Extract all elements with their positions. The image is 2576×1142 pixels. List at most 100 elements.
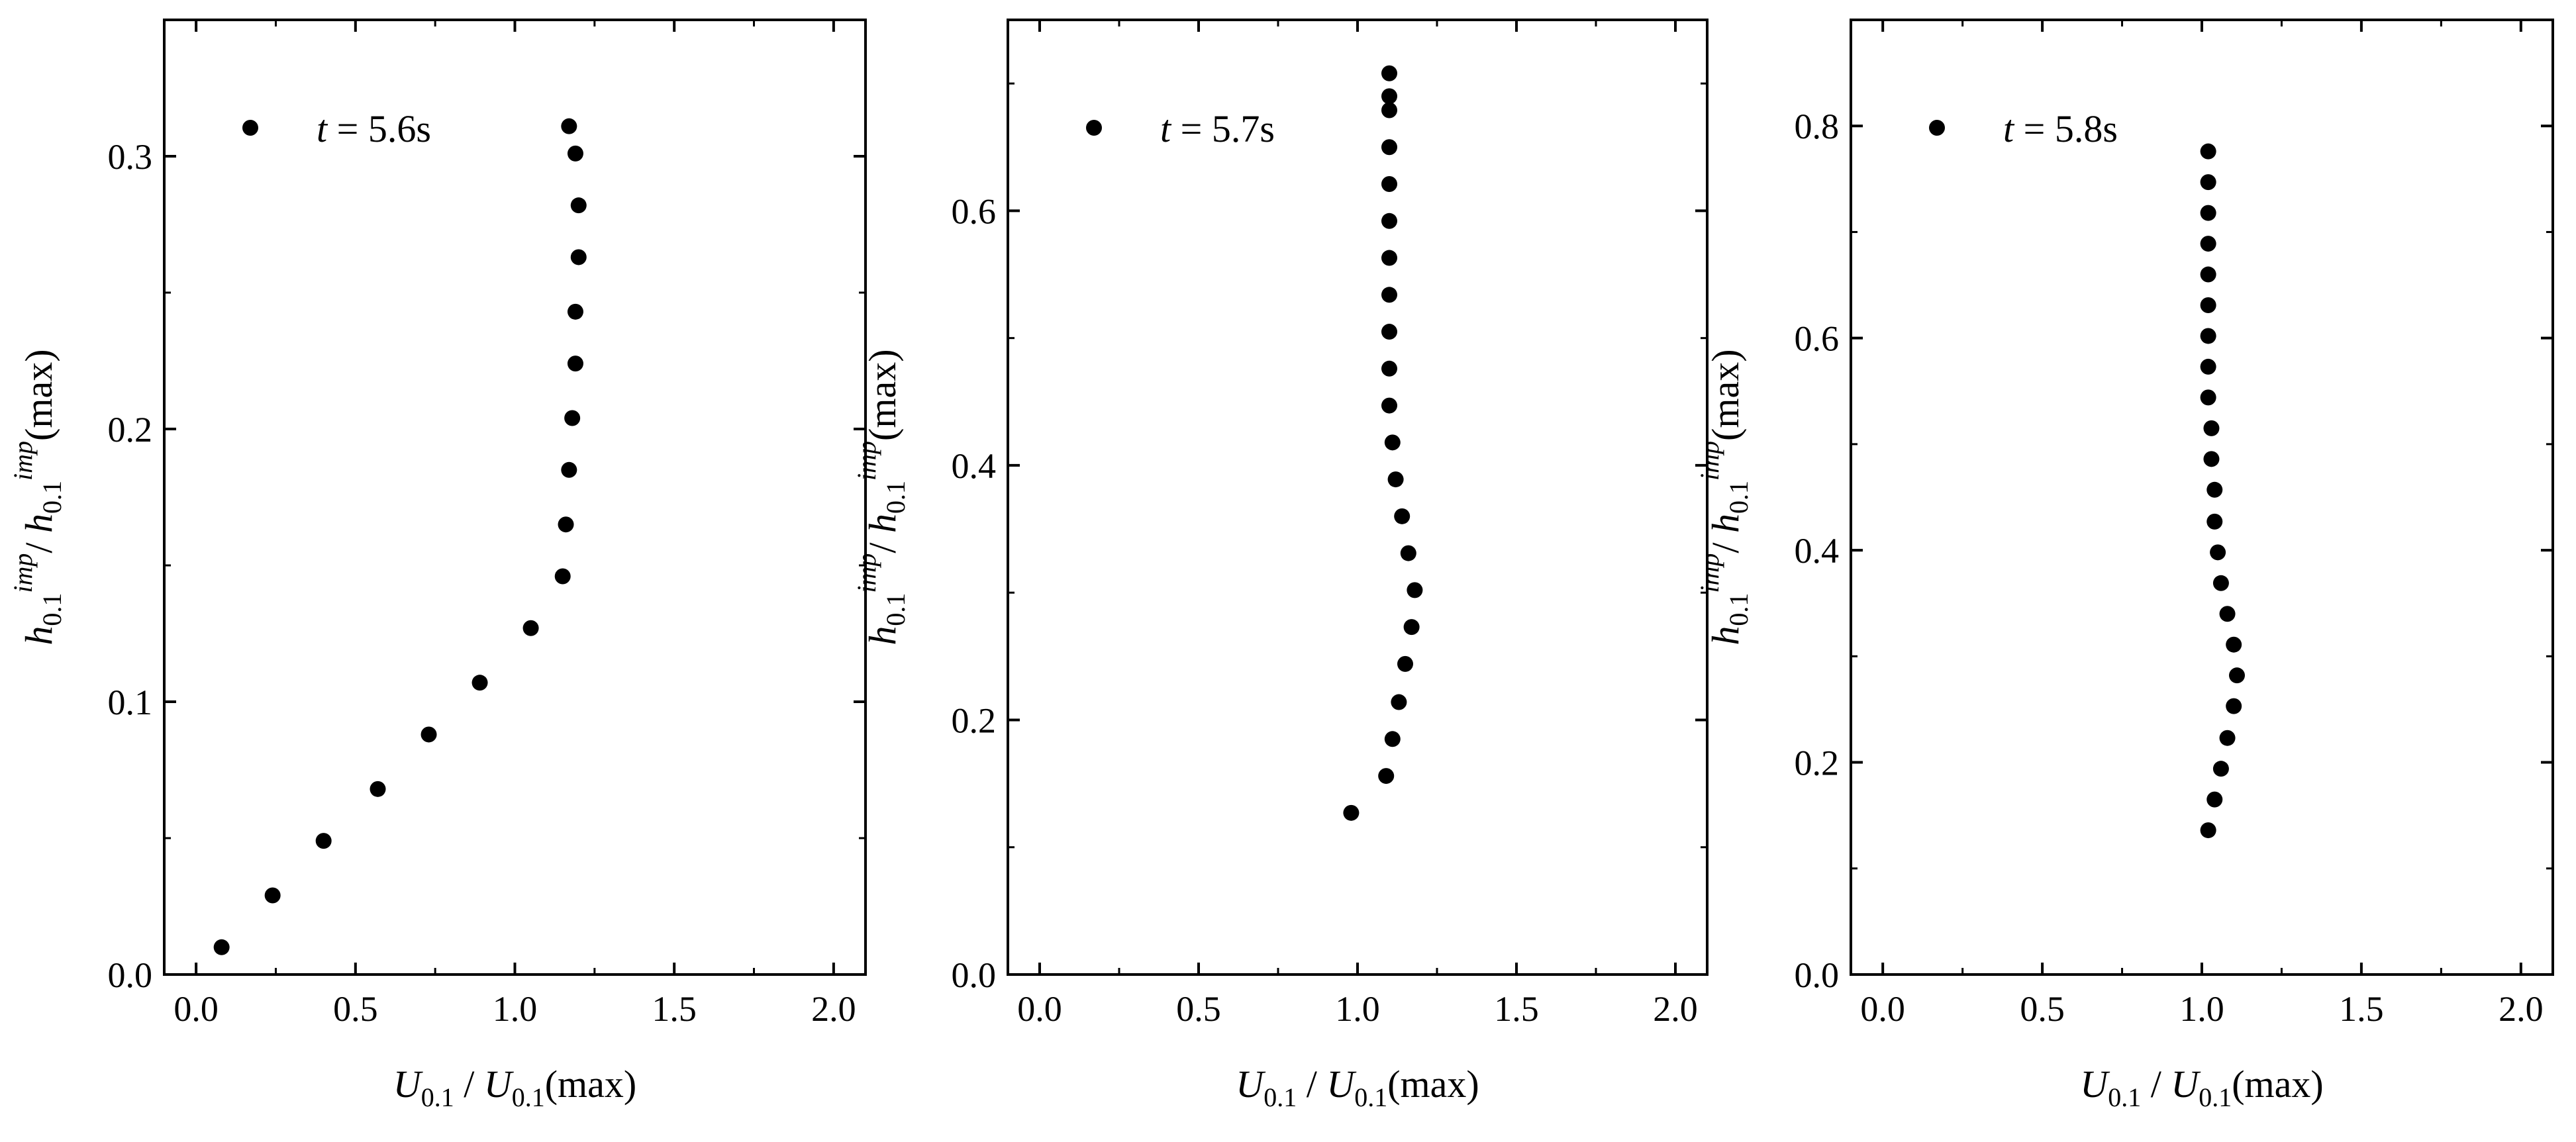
data-point: [471, 675, 488, 691]
data-point: [421, 726, 437, 743]
x-title-var: U: [1236, 1063, 1266, 1106]
data-point: [2212, 761, 2229, 777]
legend-marker: [1086, 120, 1102, 136]
x-tick-label: 0.0: [1860, 989, 1905, 1029]
legend-eq: =: [2014, 107, 2055, 150]
x-title-sep: /: [454, 1063, 484, 1106]
data-point: [2206, 481, 2223, 498]
y-tick-label: 0.3: [108, 137, 153, 177]
data-point: [2200, 328, 2216, 344]
data-point: [554, 568, 571, 585]
data-point: [1384, 434, 1401, 451]
y-title-sub2: 0.1: [37, 481, 67, 514]
y-tick-label: 0.2: [108, 410, 153, 450]
y-title-var: h: [1704, 626, 1747, 645]
y-axis-title: h0.1imp/ h0.1imp(max): [8, 349, 67, 645]
data-point: [2200, 822, 2216, 839]
x-title-sep: /: [1297, 1063, 1326, 1106]
x-tick-label: 1.5: [1494, 989, 1539, 1029]
legend-value: 5.6s: [368, 107, 431, 150]
data-point: [264, 887, 281, 904]
data-point: [2200, 205, 2216, 221]
y-title-sep: /: [17, 533, 60, 553]
data-point: [1381, 139, 1397, 156]
legend-eq: =: [1171, 107, 1212, 150]
data-point: [1381, 287, 1397, 303]
y-tick-label: 0.2: [1795, 743, 1840, 783]
y-title-tail: (max): [1704, 349, 1747, 441]
data-point: [1381, 324, 1397, 340]
y-axis-title: h0.1imp/ h0.1imp(max): [852, 349, 911, 645]
y-title-tail: (max): [17, 349, 60, 441]
legend-marker: [1929, 120, 1945, 136]
y-tick-label: 0.4: [952, 446, 997, 486]
chart-panel-3: 0.0 0.5 1.0 1.5 2.00.00.20.40.60.8 t = 5.8sU0…: [1695, 19, 2554, 1112]
x-title-sub2: 0.1: [1354, 1082, 1387, 1112]
x-axis-title: U0.1 / U0.1(max): [393, 1063, 636, 1112]
y-axis-title: h0.1imp/ h0.1imp(max): [1695, 349, 1754, 645]
y-title-var2: h: [861, 514, 904, 533]
data-point: [2206, 513, 2223, 530]
legend-var: t: [2003, 107, 2015, 150]
data-point: [1381, 250, 1397, 266]
x-title-var2: U: [1326, 1063, 1357, 1106]
y-tick-label: 0.1: [108, 683, 153, 722]
chart-panel-1: 0.0 0.5 1.0 1.5 2.0 0.0 0.1 0.2 0.3 t = 5.6s U0.1 …: [8, 19, 867, 1112]
x-tick-label: 1.0: [1335, 989, 1380, 1029]
data-point: [1391, 694, 1407, 710]
x-tick-label: 1.0: [493, 989, 538, 1029]
y-title-sub: 0.1: [37, 593, 67, 626]
data-point: [1381, 102, 1397, 119]
y-tick-label: 0.4: [1795, 531, 1840, 571]
data-point: [2200, 174, 2216, 191]
x-title-sub: 0.1: [1263, 1082, 1297, 1112]
data-point: [2229, 667, 2245, 684]
data-point: [1381, 213, 1397, 229]
y-title-var: h: [861, 626, 904, 645]
x-title-sub2: 0.1: [2199, 1082, 2232, 1112]
data-point: [1378, 768, 1395, 785]
legend-value: 5.7s: [1212, 107, 1275, 150]
data-point: [2219, 730, 2236, 746]
data-point: [2200, 297, 2216, 313]
y-title-sup2: imp: [8, 441, 38, 481]
data-point: [1394, 508, 1411, 524]
y-title-var2: h: [17, 514, 60, 533]
x-title-sep: /: [2141, 1063, 2171, 1106]
y-tick-label: 0.2: [952, 700, 997, 740]
x-title-tail: (max): [1387, 1063, 1479, 1106]
data-point: [1381, 397, 1397, 414]
y-title-tail: (max): [861, 349, 904, 441]
y-title-sep: /: [1704, 533, 1747, 553]
data-point: [1381, 360, 1397, 377]
y-title-sup2: imp: [852, 441, 881, 481]
data-point: [567, 145, 583, 162]
x-title-sub: 0.1: [2108, 1082, 2141, 1112]
data-point: [1407, 582, 1423, 598]
x-title-tail: (max): [545, 1063, 637, 1106]
y-title-sub2: 0.1: [1724, 481, 1754, 514]
data-point: [2212, 575, 2229, 591]
y-tick-label: 0.8: [1795, 107, 1840, 146]
data-point: [2226, 698, 2242, 714]
x-tick-label: 0.5: [1176, 989, 1221, 1029]
data-point: [2200, 236, 2216, 252]
data-point: [564, 410, 581, 426]
x-title-sub: 0.1: [421, 1082, 454, 1112]
data-point: [1381, 65, 1397, 81]
data-point: [567, 356, 583, 372]
legend-label: t = 5.8s: [2003, 107, 2118, 150]
y-title-sup: imp: [852, 553, 881, 593]
y-tick-label: 0.6: [1795, 319, 1840, 359]
x-tick-label: 2.0: [1653, 989, 1698, 1029]
legend-value: 5.8s: [2055, 107, 2118, 150]
data-point: [1403, 619, 1420, 636]
data-point: [561, 461, 577, 478]
x-tick-label: 2.0: [2499, 989, 2544, 1029]
x-tick-label: 1.5: [652, 989, 697, 1029]
data-point: [558, 516, 574, 533]
data-point: [370, 781, 386, 797]
data-point: [1384, 731, 1401, 747]
data-point: [213, 939, 230, 955]
